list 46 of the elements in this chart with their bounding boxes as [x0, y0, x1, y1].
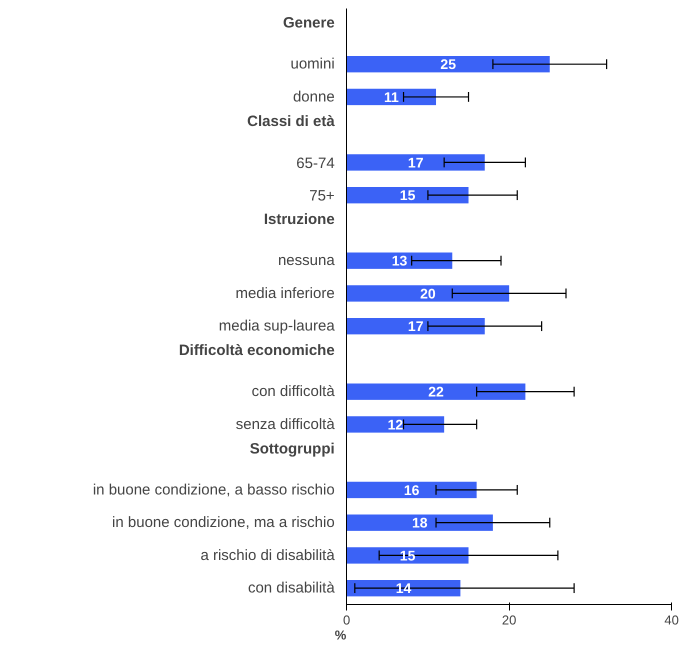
data-label: 18 [412, 514, 428, 531]
bar [346, 56, 550, 72]
bar [346, 580, 460, 596]
data-label: 17 [408, 318, 424, 334]
y-tick-label: media sup-laurea [218, 318, 336, 335]
data-label: 12 [388, 416, 404, 432]
bar [346, 482, 477, 498]
y-tick-label: con difficoltà [252, 383, 336, 400]
data-label: 15 [400, 187, 416, 204]
y-tick-label: nessuna [278, 252, 336, 270]
bar [346, 154, 485, 171]
bar [346, 252, 452, 269]
bar [346, 547, 469, 564]
y-tick-label: uomini [290, 56, 335, 73]
bar [346, 416, 444, 433]
y-tick-label: 75+ [309, 188, 335, 205]
y-tick-label: a rischio di disabilità [200, 546, 336, 564]
y-tick-label: donne [292, 88, 335, 106]
data-label: 22 [428, 384, 444, 400]
data-label: 25 [440, 56, 456, 72]
data-label: 20 [420, 285, 436, 302]
bar [346, 285, 510, 302]
y-tick-label: con disabilità [248, 580, 336, 597]
bar [346, 186, 469, 204]
y-tick-label: senza difficoltà [236, 416, 336, 433]
y-tick-label: Genere [282, 14, 335, 32]
x-tick-label: 20 [502, 612, 516, 628]
bar [346, 318, 485, 334]
bar [346, 88, 436, 106]
data-label: 16 [404, 482, 420, 498]
y-tick-label: Classi di età [247, 112, 336, 130]
data-label: 13 [392, 252, 408, 269]
bar [346, 514, 493, 531]
x-tick-label: 40 [664, 612, 679, 628]
y-tick-label: in buone condizione, ma a rischio [112, 514, 335, 532]
y-tick-label: Istruzione [264, 211, 335, 228]
x-axis-title: % [334, 628, 347, 642]
y-tick-label: Difficoltà economiche [178, 342, 335, 360]
y-tick-label: 65-74 [296, 154, 335, 172]
data-label: 17 [408, 154, 424, 170]
y-tick-label: Sottogruppi [250, 440, 335, 458]
bar [346, 383, 526, 400]
y-tick-label: media inferiore [235, 284, 335, 302]
data-label: 11 [384, 88, 399, 105]
y-tick-label: in buone condizione, a basso rischio [92, 481, 335, 498]
x-tick-label: 0 [343, 612, 350, 628]
